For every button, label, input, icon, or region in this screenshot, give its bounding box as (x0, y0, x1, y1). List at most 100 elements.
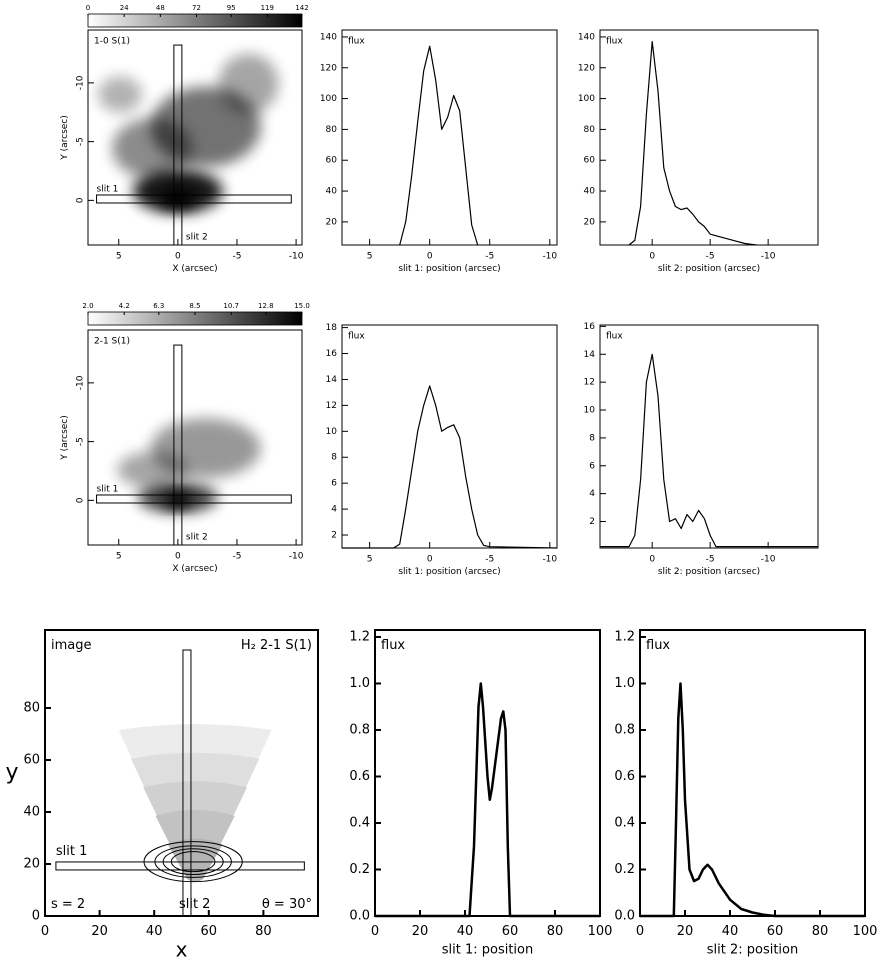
colorbar-tick-label: 8.5 (189, 302, 200, 310)
y-tick-label: 10 (326, 427, 338, 437)
slit (55, 861, 305, 871)
y-tick-label: 140 (578, 32, 595, 42)
panel: flux 0 -5 -10 20 40 60 80 100 120 140 slit 2: posit… (578, 29, 819, 274)
slit-label: slit 2 (186, 532, 208, 542)
emission-blob (159, 187, 196, 208)
panel: flux 0 20 40 60 80 100 0.0 0.2 0.4 0.6 0.8 1.0 1.2 sli… (349, 629, 612, 957)
colorbar-tick-label: 95 (227, 4, 236, 12)
y-tick-label: 18 (326, 323, 338, 333)
x-axis-label: slit 1: position (442, 942, 534, 957)
y-tick-label: 40 (584, 187, 596, 197)
y-tick-label: 16 (584, 322, 596, 332)
x-tick-label: -5 (485, 554, 494, 564)
y-tick-label: 2 (589, 517, 595, 527)
x-tick-label: 5 (367, 554, 373, 564)
x-tick-label: 40 (457, 924, 474, 939)
x-axis-label: slit 1: position (arcsec) (398, 567, 500, 577)
y-tick-label: 60 (584, 156, 596, 166)
x-tick-label: 5 (116, 251, 122, 261)
x-tick-label: 80 (547, 924, 564, 939)
colorbar-tick-label: 72 (192, 4, 201, 12)
colorbar-tick-label: 15.0 (294, 302, 310, 310)
x-tick-label: 80 (255, 924, 272, 939)
x-tick-label: -5 (485, 251, 494, 261)
y-tick-label: 60 (326, 156, 338, 166)
emission-blob (112, 118, 193, 179)
slit-label: slit 1 (97, 185, 119, 195)
y-tick-label: 20 (584, 217, 596, 227)
y-tick-label: 140 (320, 32, 337, 42)
profile-line (375, 682, 600, 918)
panel: slit 1 slit 2 1-0 S(1) 0 24 48 72 95 119 142 5 0 -5 -… (60, 4, 309, 274)
y-tick-label: 0.2 (349, 862, 370, 877)
plot-frame (599, 324, 819, 549)
y-tick-label: 16 (326, 349, 338, 359)
x-tick-label: 80 (812, 924, 829, 939)
x-tick-label: 0 (175, 251, 181, 261)
y-tick-label: 60 (23, 753, 40, 768)
colorbar-tick-label: 12.8 (258, 302, 274, 310)
x-tick-label: -5 (706, 251, 715, 261)
x-tick-label: -5 (232, 551, 241, 561)
y-tick-label: 0.0 (614, 909, 635, 924)
x-tick-label: 100 (588, 924, 613, 939)
colorbar-tick-label: 48 (156, 4, 165, 12)
profile-line (342, 385, 558, 549)
panel: slit 1 slit 2 image H₂ 2-1 S(1) s = 2 θ = 30°… (5, 629, 319, 962)
y-tick-label: 12 (326, 401, 337, 411)
panel-label: image (51, 638, 92, 653)
y-tick-label: 6 (331, 479, 337, 489)
colorbar-tick-label: 24 (120, 4, 129, 12)
plot-frame (87, 29, 303, 246)
emission-blob (98, 76, 143, 113)
panel-label: flux (646, 638, 670, 653)
x-tick-label: -10 (542, 554, 557, 564)
y-axis-label: Y (arcsec) (60, 115, 70, 161)
emission-blob (218, 53, 279, 114)
x-tick-label: -10 (289, 251, 304, 261)
x-tick-label: 5 (367, 251, 373, 261)
y-tick-label: 0.8 (349, 722, 370, 737)
y-tick-label: 4 (589, 489, 595, 499)
colorbar-tick-label: 142 (295, 4, 308, 12)
y-tick-label: 40 (23, 805, 40, 820)
x-tick-label: 40 (146, 924, 163, 939)
x-tick-label: 20 (677, 924, 694, 939)
y-tick-label: 14 (326, 375, 338, 385)
plot-frame (341, 29, 558, 246)
y-tick-label: 10 (584, 406, 596, 416)
x-tick-label: -5 (232, 251, 241, 261)
plot-frame (374, 629, 601, 917)
plot-frame (87, 329, 303, 546)
x-axis-label: slit 2: position (arcsec) (658, 264, 760, 274)
y-tick-label: 1.0 (349, 676, 370, 691)
y-tick-label: 120 (320, 63, 337, 73)
x-axis-label: slit 1: position (arcsec) (398, 264, 500, 274)
colorbar-tick-label: 0 (86, 4, 90, 12)
y-tick-label: 0.4 (614, 815, 635, 830)
x-tick-label: -10 (761, 554, 776, 564)
panel: flux 0 -5 -10 2 4 6 8 10 12 14 16 slit 2: position (… (584, 322, 819, 577)
x-tick-label: 20 (91, 924, 108, 939)
slit-label: slit 2 (179, 897, 211, 912)
note: s = 2 (51, 897, 85, 912)
profile-line (640, 682, 865, 918)
panel: slit 1 slit 2 2-1 S(1) 2.0 4.2 6.3 8.5 10.7 12.8… (60, 302, 310, 574)
y-tick-label: 0 (75, 197, 85, 203)
colorbar-tick-label: 119 (261, 4, 274, 12)
x-tick-label: 0 (41, 924, 49, 939)
y-tick-label: 0.6 (614, 769, 635, 784)
y-tick-label: 80 (326, 125, 338, 135)
y-tick-label: 0.0 (349, 909, 370, 924)
y-tick-label: 0 (32, 909, 40, 924)
profile-line (399, 45, 479, 246)
y-axis-label: y (5, 760, 18, 785)
panel-label: flux (606, 36, 623, 46)
y-tick-label: 12 (584, 378, 595, 388)
panel-label: flux (381, 638, 405, 653)
x-axis-label: slit 2: position (707, 942, 799, 957)
y-tick-label: -5 (75, 137, 85, 146)
x-axis-label: X (arcsec) (172, 264, 217, 274)
panel-label: H₂ 2-1 S(1) (241, 638, 312, 653)
